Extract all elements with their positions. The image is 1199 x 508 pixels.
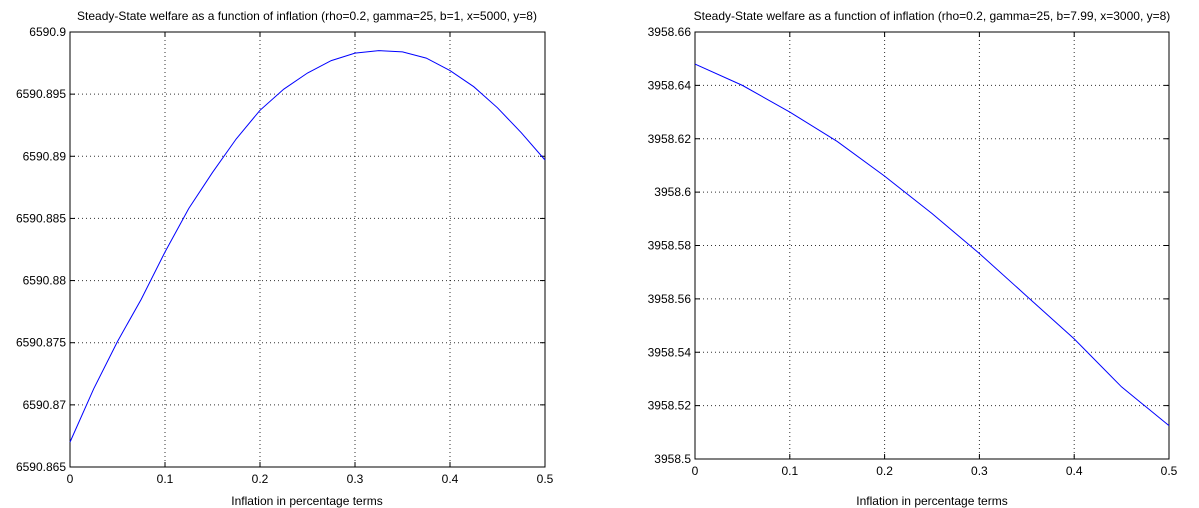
y-tick-label: 3958.56 bbox=[648, 292, 692, 306]
x-axis-label: Inflation in percentage terms bbox=[231, 494, 382, 508]
y-tick-label: 3958.6 bbox=[654, 185, 691, 199]
series-line bbox=[694, 63, 1170, 427]
x-tick-label: 0.2 bbox=[252, 472, 269, 486]
series-line bbox=[69, 50, 546, 443]
y-tick-label: 3958.54 bbox=[648, 345, 692, 359]
y-tick-label: 6590.88 bbox=[23, 274, 67, 288]
y-tick-label: 6590.865 bbox=[16, 460, 66, 474]
y-tick-label: 3958.58 bbox=[648, 239, 692, 253]
x-tick-label: 0.3 bbox=[971, 464, 988, 478]
plot-area bbox=[70, 32, 545, 467]
x-tick-label: 0.5 bbox=[537, 472, 554, 486]
axes-box bbox=[69, 31, 546, 468]
y-tick-label: 3958.66 bbox=[648, 25, 692, 39]
y-tick-label: 6590.89 bbox=[23, 149, 67, 163]
chart-panel-1: 0 0.1 0.2 0.3 0.4 0.5 6590.865 6590.87 6590.875 6… bbox=[16, 9, 554, 508]
x-tick-label: 0 bbox=[692, 464, 699, 478]
y-tick-label: 6590.875 bbox=[16, 336, 66, 350]
y-tick-label: 3958.52 bbox=[648, 399, 692, 413]
x-axis-label: Inflation in percentage terms bbox=[856, 494, 1007, 508]
y-tick-label: 3958.62 bbox=[648, 132, 692, 146]
y-tick-label: 6590.9 bbox=[29, 25, 66, 39]
x-tick-label: 0.2 bbox=[876, 464, 893, 478]
y-tick-label: 6590.895 bbox=[16, 87, 66, 101]
y-tick-label: 6590.885 bbox=[16, 211, 66, 225]
y-tick-label: 6590.87 bbox=[23, 398, 67, 412]
chart-title: Steady-State welfare as a function of in… bbox=[694, 9, 1171, 23]
x-tick-label: 0.3 bbox=[347, 472, 364, 486]
x-tick-label: 0.4 bbox=[1066, 464, 1083, 478]
chart-title: Steady-State welfare as a function of in… bbox=[77, 9, 537, 23]
x-tick-label: 0 bbox=[67, 472, 74, 486]
x-tick-label: 0.4 bbox=[442, 472, 459, 486]
x-tick-label: 0.5 bbox=[1161, 464, 1178, 478]
y-tick-label: 3958.64 bbox=[648, 78, 692, 92]
x-tick-label: 0.1 bbox=[157, 472, 174, 486]
chart-panel-2: 0 0.1 0.2 0.3 0.4 0.5 3958.5 3958.52 3958.54 3958… bbox=[648, 9, 1178, 508]
x-tick-label: 0.1 bbox=[781, 464, 798, 478]
y-tick-label: 3958.5 bbox=[654, 452, 691, 466]
